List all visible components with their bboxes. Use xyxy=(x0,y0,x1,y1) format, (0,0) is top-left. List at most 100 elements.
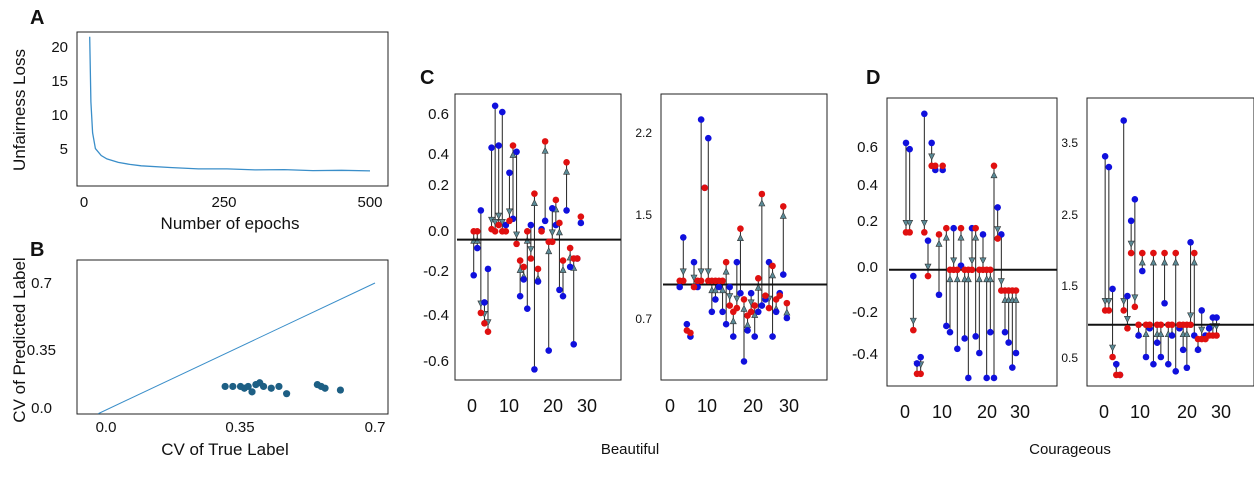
panel-d-xtick: 30 xyxy=(1211,402,1231,422)
panel-c-left-arrow xyxy=(498,219,506,226)
panel-c-right-initial-point xyxy=(704,134,712,142)
panel-c-right-arrow xyxy=(690,274,698,282)
panel-c-left-initial-point xyxy=(484,265,492,273)
panel-d-left-final-point xyxy=(943,224,950,232)
panel-c-left-final-point xyxy=(473,228,481,235)
panel-c-left-final-point xyxy=(548,238,556,246)
panel-d-left-final-point xyxy=(954,266,961,274)
panel-c-left-initial-point xyxy=(520,276,528,283)
panel-c-left-final-point xyxy=(552,196,560,204)
panel-c-right-final-point xyxy=(747,308,755,316)
panel-d-xlabel: Courageous xyxy=(1029,441,1111,458)
panel-b-point xyxy=(248,388,256,396)
panel-c-left-final-point xyxy=(556,219,563,227)
panel-c-right-initial-point xyxy=(779,271,787,278)
panel-d-left-initial-point xyxy=(928,139,935,147)
panel-c-left-arrow xyxy=(495,212,503,220)
panel-c-right-initial-point xyxy=(697,116,705,123)
panel-d-right-initial-point xyxy=(1153,339,1161,346)
panel-c-left-arrow xyxy=(541,146,549,154)
panel-d-right-ytick: 3.5 xyxy=(1061,136,1078,150)
panel-c-left-initial-point xyxy=(541,217,549,225)
panel-d-left-initial-point xyxy=(976,349,983,357)
panel-c-left-final-point xyxy=(520,263,528,271)
panel-d-left-arrow xyxy=(979,257,987,265)
panel-d-ytick: 0.6 xyxy=(857,139,878,156)
panel-c-right-arrow xyxy=(736,234,744,242)
panel-b-ytick: 0.35 xyxy=(27,342,56,359)
panel-a-ytick: 10 xyxy=(51,107,68,124)
panel-d-right-initial-point xyxy=(1131,196,1139,203)
panel-c-left-arrow xyxy=(559,265,567,273)
panel-c-left-initial-point xyxy=(495,142,503,149)
panel-c-right-arrow xyxy=(711,286,719,294)
panel-c-left-final-point xyxy=(534,265,542,273)
panel-c-right-final-point xyxy=(740,296,748,303)
panel-c-left-final-point xyxy=(577,213,585,220)
panel-c-left-arrow xyxy=(548,229,556,237)
panel-c-right-initial-point xyxy=(719,308,726,316)
panel-c-right-final-point xyxy=(701,184,709,192)
panel-d-right-arrow xyxy=(1120,298,1128,306)
panel-b-point xyxy=(321,384,329,392)
panel-c-left-arrow xyxy=(513,231,521,239)
panel-b-plot xyxy=(98,282,376,415)
panel-d-left-frame xyxy=(886,97,1058,387)
panel-d-left-xticks: 0 10 20 30 xyxy=(900,402,1030,422)
panel-c-left-final-point xyxy=(573,255,581,262)
panel-d-left-initial-point xyxy=(1001,328,1009,336)
panel-d-right-initial-point xyxy=(1124,292,1131,300)
panel-c-right-arrow xyxy=(704,268,712,276)
panel-c-left-final-point xyxy=(523,228,531,235)
panel-d-right-initial-point xyxy=(1150,360,1157,368)
panel-b-reference-line xyxy=(98,282,376,415)
panel-c-left-xticks: 0 10 20 30 xyxy=(467,396,597,416)
panel-c-left-final-point xyxy=(538,228,545,235)
panel-d-left-initial-point xyxy=(1009,364,1016,371)
panel-c-left-initial-point xyxy=(491,102,499,110)
panel-d-left-initial-point xyxy=(913,360,921,367)
panel-d-left-initial-point xyxy=(979,231,987,238)
panel-d-left-initial-point xyxy=(950,224,957,232)
panel-d-left-arrow xyxy=(953,275,961,283)
panel-c-right-initial-point xyxy=(740,358,748,365)
panel-d-right-yticks: 3.5 2.5 1.5 0.5 xyxy=(1061,136,1078,365)
panel-c-left-initial-point xyxy=(559,292,567,300)
panel-a-xtick: 250 xyxy=(211,194,236,211)
panel-d-right-arrow xyxy=(1157,330,1165,338)
panel-c-right-initial-point xyxy=(726,283,734,291)
panel-c-right-xticks: 0 10 20 30 xyxy=(665,396,799,416)
panel-c-right-initial-point xyxy=(683,320,691,328)
panel-d-left-initial-point xyxy=(987,328,994,336)
panel-d-left-arrow xyxy=(924,263,932,271)
panel-d-left-initial-point xyxy=(1005,339,1012,346)
panel-c-left-final-point xyxy=(559,257,567,264)
panel-d-left-initial-point xyxy=(990,374,998,382)
panel-c-right-ytick: 0.7 xyxy=(635,312,652,326)
panel-c-right-final-point xyxy=(776,292,784,299)
panel-c-left-initial-point xyxy=(516,292,524,300)
panel-d-right-final-point xyxy=(1157,321,1165,329)
panel-d-left-arrow xyxy=(920,220,928,228)
panel-c-right-initial-point xyxy=(747,289,755,297)
panel-c-left-plot xyxy=(457,102,621,373)
panel-c-left-final-point xyxy=(477,309,485,317)
panel-c-left-final-point xyxy=(516,257,524,264)
panel-d-left-arrow xyxy=(968,257,976,265)
panel-d-left-arrow xyxy=(928,153,936,161)
panel-c-right-arrow xyxy=(747,299,755,307)
panel-c-left-initial-point xyxy=(534,278,542,285)
panel-c-left-final-point xyxy=(566,244,574,252)
panel-d-left-initial-point xyxy=(961,335,968,342)
panel-d-right-final-point xyxy=(1116,371,1124,379)
panel-d-xtick: 0 xyxy=(1099,402,1109,422)
panel-d-left-final-point xyxy=(987,266,994,274)
panel-d-left-initial-point xyxy=(1012,349,1020,357)
panel-d-right-arrow xyxy=(1105,298,1113,306)
panel-c-left-initial-point xyxy=(523,305,531,313)
panel-d-right-arrow xyxy=(1172,258,1180,266)
panel-c-left-initial-point xyxy=(548,205,556,212)
panel-d-right-arrow xyxy=(1123,316,1131,324)
panel-c-ytick: -0.6 xyxy=(423,353,449,370)
